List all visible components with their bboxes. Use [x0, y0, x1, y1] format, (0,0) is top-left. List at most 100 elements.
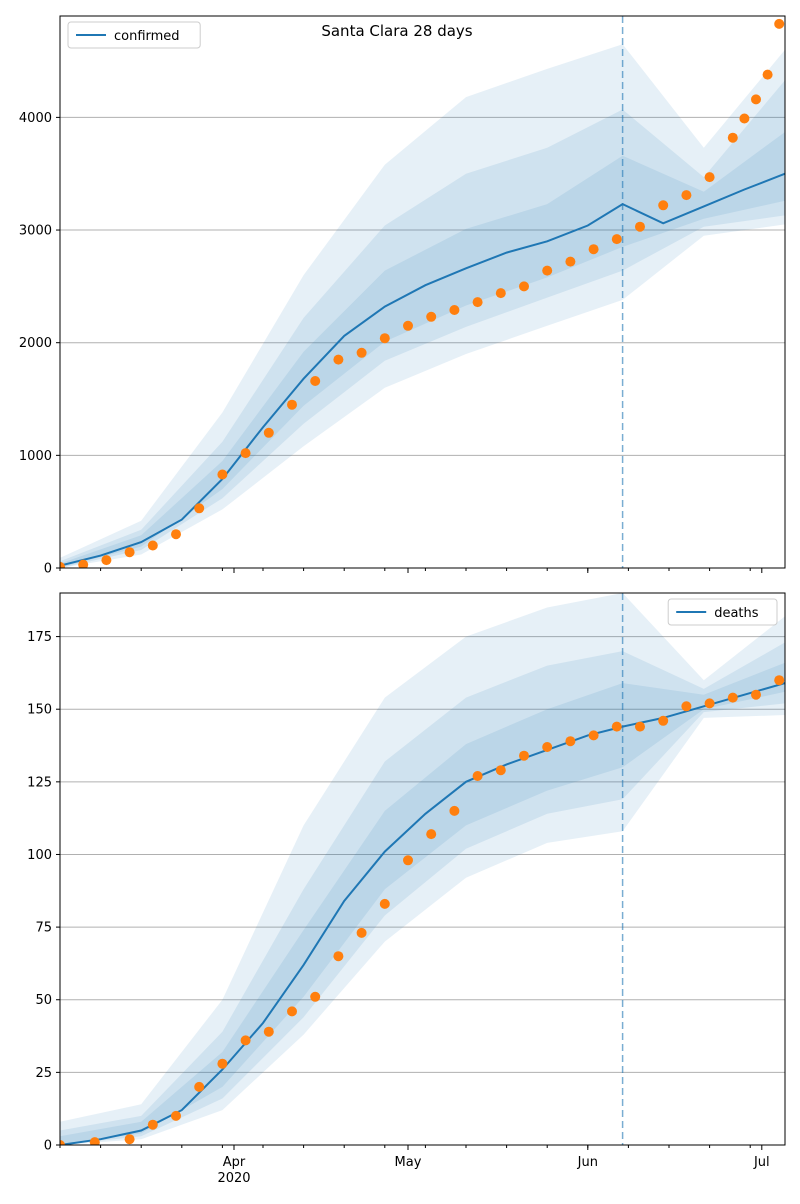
observed-point [635, 221, 645, 232]
observed-point [774, 18, 785, 29]
observed-point [472, 771, 483, 781]
y-tick-label: 0 [44, 562, 52, 577]
legend: confirmed [67, 21, 201, 49]
observed-point [658, 200, 669, 211]
observed-point [704, 698, 715, 709]
credible-band-outer [60, 44, 785, 568]
credible-band-middle [60, 642, 785, 1145]
observed-point [240, 448, 251, 459]
observed-point [774, 675, 785, 686]
x-tick-label: May [395, 1155, 422, 1170]
y-tick-label: 75 [35, 921, 52, 936]
observed-point [171, 529, 181, 540]
observed-point [449, 305, 460, 315]
observed-point [727, 132, 738, 143]
observed-point [89, 1137, 100, 1145]
y-tick-label: 175 [27, 630, 52, 645]
observed-point [147, 540, 158, 551]
observed-point [727, 692, 738, 703]
observed-point [751, 94, 761, 105]
observed-point [403, 855, 413, 866]
observed-point [542, 742, 553, 752]
observed-point [588, 244, 599, 255]
observed-point [426, 829, 437, 840]
observed-point [60, 1140, 65, 1145]
observed-point [287, 1006, 297, 1017]
observed-point [681, 701, 692, 712]
y-tick-label: 100 [27, 848, 52, 863]
model-line-confirmed [60, 172, 785, 567]
confirmed-panel: 0 1000 2000 3000 4000 confirmed [19, 15, 786, 577]
observed-point [333, 951, 344, 962]
observed-point [194, 503, 205, 514]
observed-point [333, 354, 344, 365]
observed-point [565, 256, 576, 267]
observed-point [611, 234, 622, 245]
observed-point [565, 736, 576, 747]
observed-point [310, 991, 321, 1002]
observed-point [739, 113, 750, 124]
x-tick-label: Jun [577, 1155, 598, 1170]
observed-point [635, 721, 645, 732]
y-tick-label: 3000 [19, 224, 52, 239]
axes-frame [59, 592, 786, 1146]
legend-label: deaths [714, 606, 759, 621]
observed-point [658, 715, 669, 726]
observed-point [263, 427, 274, 438]
y-tick-label: 125 [27, 775, 52, 790]
observed-point [472, 297, 483, 308]
observed-point [194, 1081, 205, 1092]
y-tick-label: 4000 [19, 111, 52, 126]
observed-point [519, 750, 529, 761]
observed-point [681, 190, 692, 201]
observed-point [287, 399, 297, 410]
observed-point [611, 721, 622, 732]
observed-point [379, 898, 390, 909]
credible-band-middle [60, 80, 785, 568]
y-tick-label: 150 [27, 703, 52, 718]
legend-label: confirmed [114, 29, 180, 44]
observed-point [426, 311, 437, 322]
x-tick-label: Jul [753, 1155, 770, 1170]
observed-point [147, 1119, 158, 1130]
observed-point [519, 281, 529, 292]
observed-point [403, 320, 413, 331]
y-tick-label: 25 [35, 1066, 52, 1081]
plot-area [60, 18, 785, 568]
observed-point [542, 265, 553, 276]
legend: deaths [667, 598, 778, 626]
observed-point [240, 1035, 251, 1046]
legend-box [667, 598, 778, 626]
observed-point [310, 376, 321, 386]
y-tick-label: 0 [44, 1139, 52, 1154]
credible-band-inner [60, 132, 785, 568]
chart-title: Santa Clara 28 days [321, 22, 472, 40]
observed-point [495, 765, 506, 776]
credible-band-inner [60, 662, 785, 1145]
observed-point [495, 288, 506, 299]
observed-point [124, 547, 135, 558]
y-tick-label: 2000 [19, 336, 52, 351]
observed-point [356, 347, 367, 358]
observed-point [704, 172, 715, 183]
observed-point [124, 1134, 135, 1145]
plot-area [60, 593, 785, 1145]
x-tick-sublabel: 2020 [217, 1171, 250, 1186]
observed-point [356, 927, 367, 938]
y-tick-label: 50 [35, 993, 52, 1008]
observed-point [449, 805, 460, 816]
x-tick-label: Apr [223, 1155, 246, 1170]
observed-point [762, 69, 773, 80]
y-tick-label: 1000 [19, 449, 52, 464]
observed-point [60, 561, 65, 568]
observed-point [379, 333, 390, 344]
observed-point [217, 1058, 228, 1069]
observed-point [171, 1110, 181, 1121]
observed-point [78, 559, 89, 568]
observed-point [101, 555, 112, 566]
axes-frame [59, 15, 786, 569]
observed-point [588, 730, 599, 741]
